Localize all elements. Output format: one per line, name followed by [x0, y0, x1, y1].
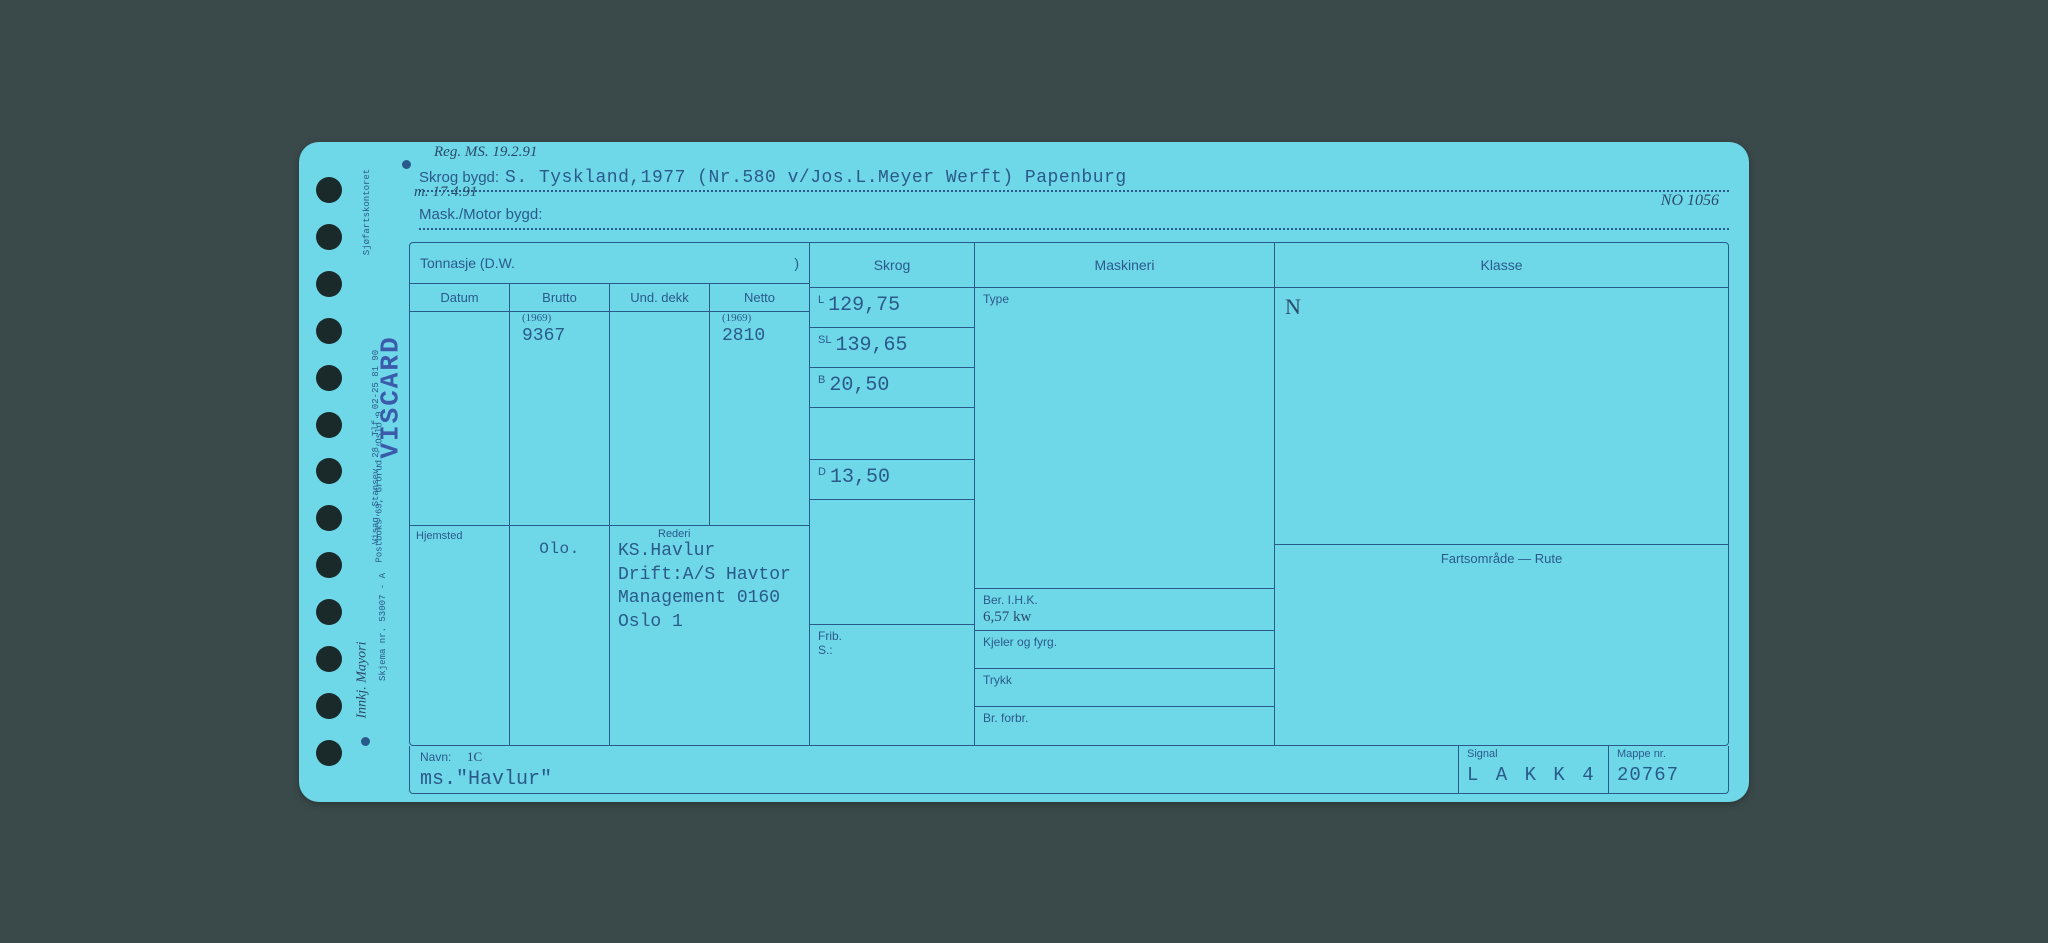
netto-cell: (1969) 2810	[710, 312, 809, 358]
skjema-nr: Skjema nr. 53007 - A	[378, 572, 388, 680]
mask-kjeler: Kjeler og fyrg.	[975, 631, 1274, 669]
klasse-top: N	[1275, 288, 1728, 545]
right-note: NO 1056	[1661, 192, 1719, 210]
skrog-bygd-line: Skrog bygd: S. Tyskland,1977 (Nr.580 v/J…	[419, 168, 1729, 192]
skrog-B: B 20,50	[810, 368, 974, 408]
tonnasje-header-close: )	[794, 255, 799, 271]
punch-hole	[316, 318, 342, 344]
mask-motor-line: Mask./Motor bygd:	[419, 206, 1729, 230]
maskineri-header: Maskineri	[975, 243, 1274, 288]
punch-hole	[316, 505, 342, 531]
mappe-label: Mappe nr.	[1617, 748, 1720, 760]
skrog-bygd-value: S. Tyskland,1977 (Nr.580 v/Jos.L.Meyer W…	[505, 168, 1127, 188]
navn-value: ms."Havlur"	[420, 768, 1448, 791]
klasse-header: Klasse	[1275, 243, 1728, 288]
punch-hole	[316, 224, 342, 250]
ihr-handwriting: 6,57 kw	[983, 609, 1031, 626]
card-content: Reg. MS. 19.2.91 m. 17.4.91 Skrog bygd: …	[404, 142, 1749, 802]
hjemsted-rederi-section: Hjemsted Olo. Rederi KS.Havlur Drift:A/S…	[410, 525, 809, 744]
hjemsted-cell: Hjemsted	[410, 526, 510, 744]
bottom-row: Navn: 1C ms."Havlur" Signal L A K K 4 Ma…	[409, 746, 1729, 794]
punch-hole	[316, 693, 342, 719]
mask-br: Br. forbr.	[975, 707, 1274, 745]
farts-label: Fartsområde — Rute	[1285, 551, 1718, 566]
header-section: Skrog bygd: S. Tyskland,1977 (Nr.580 v/J…	[419, 168, 1729, 236]
olo-cell: Olo.	[510, 526, 610, 744]
navn-label: Navn:	[420, 750, 451, 764]
unddekk-cell	[610, 312, 710, 358]
netto-cell	[710, 358, 809, 526]
tonnasje-header-text: Tonnasje (D.W.	[420, 255, 515, 271]
punch-hole	[316, 599, 342, 625]
tonnasje-column: Tonnasje (D.W. ) Datum Brutto Und. dekk …	[410, 243, 810, 745]
navn-handwriting: 1C	[467, 749, 482, 764]
tonnasje-row	[410, 358, 809, 526]
skrog-header: Skrog	[810, 243, 974, 288]
rederi-cell: Rederi KS.Havlur Drift:A/S Havtor Manage…	[610, 526, 809, 744]
handwritten-note-1: Reg. MS. 19.2.91	[434, 144, 537, 161]
brutto-cell: (1969) 9367	[510, 312, 610, 358]
punch-hole	[316, 412, 342, 438]
signal-cell: Signal L A K K 4	[1458, 746, 1608, 793]
mappe-cell: Mappe nr. 20767	[1608, 746, 1728, 793]
navn-cell: Navn: 1C ms."Havlur"	[410, 746, 1458, 793]
handwritten-note-2: m. 17.4.91	[414, 184, 477, 201]
skrog-D: D 13,50	[810, 460, 974, 500]
punch-holes	[299, 142, 359, 802]
index-card: Sjøfartskontoret VISCARD Visag, Stansev.…	[299, 142, 1749, 802]
side-handwriting: Innkj. Mayori	[354, 641, 370, 718]
mask-ihr: Ber. I.H.K. 6,57 kw	[975, 589, 1274, 631]
unddekk-header: Und. dekk	[610, 284, 710, 311]
hjemsted-label: Hjemsted	[416, 530, 503, 542]
postboks-address: Postboks 69, Grorud - Oslo 9	[375, 411, 385, 562]
skrog-empty2	[810, 500, 974, 625]
tonnasje-header: Tonnasje (D.W. )	[410, 243, 809, 284]
brutto-cell	[510, 358, 610, 526]
sjofarts-label: Sjøfartskontoret	[362, 168, 372, 254]
mask-motor-label: Mask./Motor bygd:	[419, 206, 542, 223]
signal-value: L A K K 4	[1467, 764, 1600, 786]
punch-hole	[316, 271, 342, 297]
datum-cell	[410, 312, 510, 358]
side-labels: Sjøfartskontoret VISCARD Visag, Stansev.…	[359, 142, 404, 802]
skrog-L: L 129,75	[810, 288, 974, 328]
registration-mark-icon	[402, 160, 411, 169]
punch-hole	[316, 458, 342, 484]
klasse-column: Klasse N Fartsområde — Rute	[1275, 243, 1728, 745]
tonnasje-subheader: Datum Brutto Und. dekk Netto	[410, 284, 809, 312]
tonnasje-row: (1969) 9367 (1969) 2810	[410, 312, 809, 358]
netto-header: Netto	[710, 284, 809, 311]
skrog-column: Skrog L 129,75 SL 139,65 B 20,50 D 13,50	[810, 243, 975, 745]
registration-mark-icon	[361, 737, 370, 746]
klasse-bottom: Fartsområde — Rute	[1275, 545, 1728, 745]
datum-cell	[410, 358, 510, 526]
skrog-empty	[810, 408, 974, 460]
mappe-value: 20767	[1617, 764, 1720, 786]
punch-hole	[316, 740, 342, 766]
datum-header: Datum	[410, 284, 510, 311]
rederi-line2: Oslo 1	[618, 611, 801, 634]
punch-hole	[316, 552, 342, 578]
rederi-line1: KS.Havlur Drift:A/S Havtor Management 01…	[618, 540, 801, 610]
skrog-frib: Frib. S.:	[810, 625, 974, 745]
punch-hole	[316, 177, 342, 203]
skrog-SL: SL 139,65	[810, 328, 974, 368]
klasse-n-mark: N	[1285, 294, 1301, 319]
signal-label: Signal	[1467, 748, 1600, 760]
punch-hole	[316, 365, 342, 391]
unddekk-cell	[610, 358, 710, 526]
mask-trykk: Trykk	[975, 669, 1274, 707]
brutto-header: Brutto	[510, 284, 610, 311]
maskineri-column: Maskineri Type Ber. I.H.K. 6,57 kw Kjele…	[975, 243, 1275, 745]
mask-type: Type	[975, 288, 1274, 589]
punch-hole	[316, 646, 342, 672]
main-table: Tonnasje (D.W. ) Datum Brutto Und. dekk …	[409, 242, 1729, 746]
rederi-label: Rederi	[658, 528, 801, 540]
olo-value: Olo.	[516, 540, 603, 558]
